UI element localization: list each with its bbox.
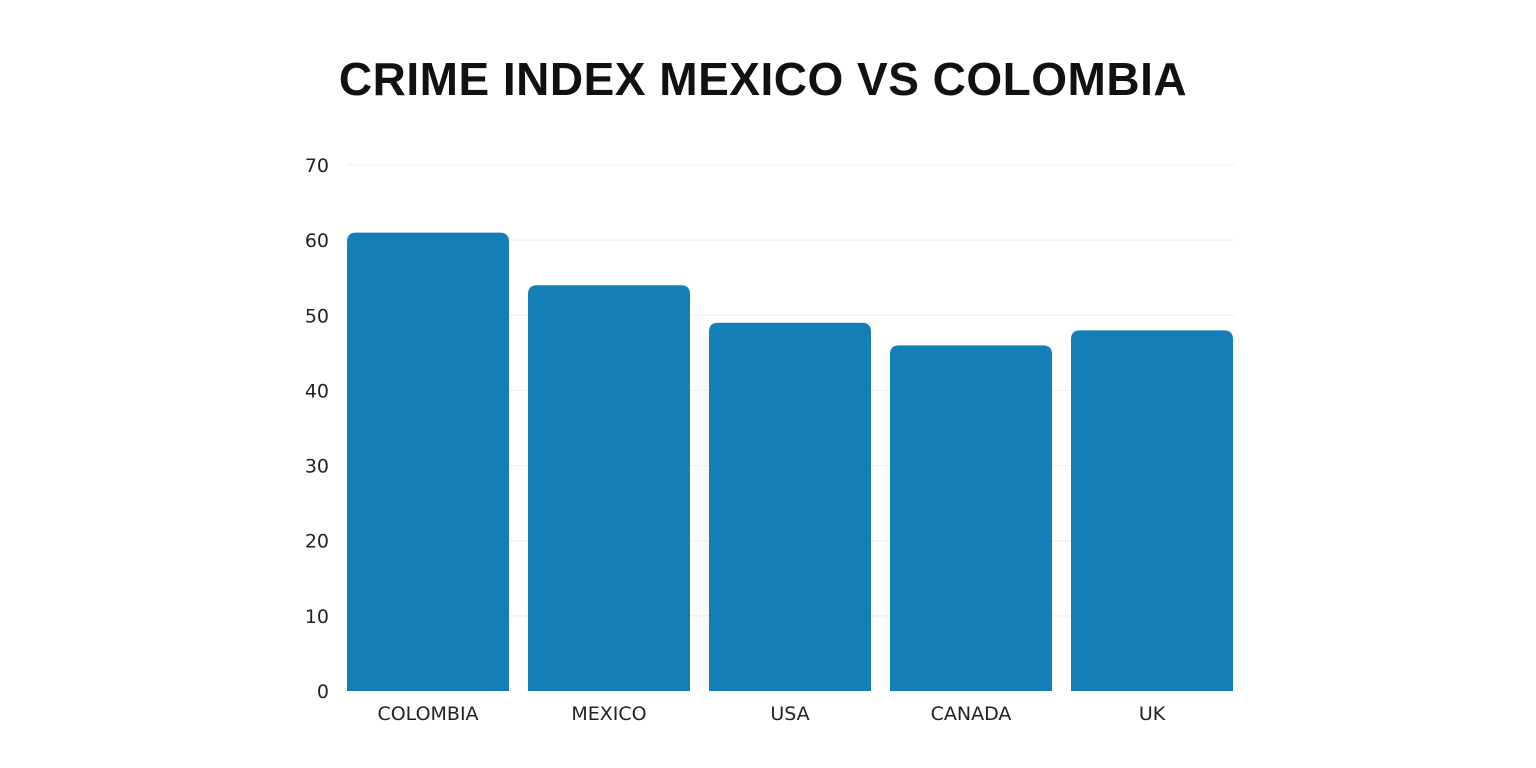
y-tick-label: 10 <box>305 606 329 628</box>
y-tick-label: 0 <box>317 681 329 703</box>
y-tick-label: 30 <box>305 456 329 478</box>
bar-colombia <box>347 232 509 691</box>
bar-canada <box>890 345 1052 691</box>
bar-usa <box>709 322 871 691</box>
bar-mexico <box>528 285 690 691</box>
x-tick-label: MEXICO <box>571 703 646 725</box>
y-tick-label: 70 <box>305 155 329 177</box>
y-tick-label: 60 <box>305 230 329 252</box>
x-tick-label: USA <box>770 703 809 725</box>
x-tick-label: COLOMBIA <box>377 703 478 725</box>
x-tick-label: CANADA <box>931 703 1012 725</box>
bar-uk <box>1071 330 1233 691</box>
chart-title: CRIME INDEX MEXICO VS COLOMBIA <box>338 53 1188 105</box>
y-tick-label: 40 <box>305 380 329 402</box>
y-tick-label: 50 <box>305 305 329 327</box>
y-tick-label: 20 <box>305 531 329 553</box>
x-tick-label: UK <box>1139 703 1166 725</box>
